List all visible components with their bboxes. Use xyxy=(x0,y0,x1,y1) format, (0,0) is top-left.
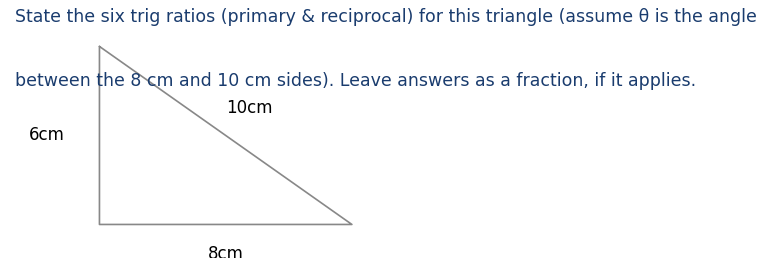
Text: 8cm: 8cm xyxy=(208,245,243,258)
Text: State the six trig ratios (primary & reciprocal) for this triangle (assume θ is : State the six trig ratios (primary & rec… xyxy=(15,8,757,26)
Text: 6cm: 6cm xyxy=(29,126,65,144)
Text: 10cm: 10cm xyxy=(226,99,272,117)
Text: between the 8 cm and 10 cm sides). Leave answers as a fraction, if it applies.: between the 8 cm and 10 cm sides). Leave… xyxy=(15,72,696,90)
